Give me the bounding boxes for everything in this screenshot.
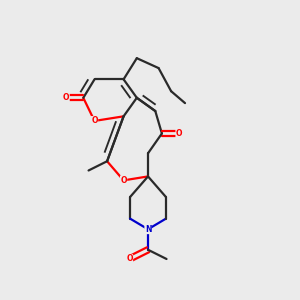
Text: O: O — [91, 116, 98, 125]
Text: O: O — [126, 254, 133, 263]
Text: O: O — [63, 93, 69, 102]
Text: O: O — [176, 129, 182, 138]
Text: N: N — [145, 225, 151, 234]
Text: O: O — [120, 176, 127, 185]
